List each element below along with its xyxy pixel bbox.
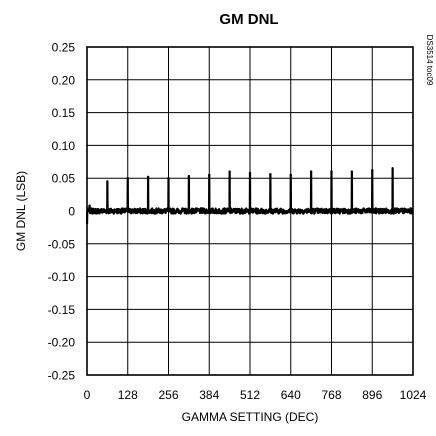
dnl-spike-point [208,173,211,177]
x-axis-ticks: 0 128 256 384 512 640 768 896 1024 [84,388,427,402]
dnl-spike-point [289,173,292,177]
dnl-spike-point [269,173,272,176]
y-tick-label: 0.20 [52,73,76,87]
dnl-spike-point [106,180,109,183]
series-layer [85,167,414,225]
y-tick-label: -0.10 [48,270,76,284]
x-axis-label: GAMMA SETTING (DEC) [182,410,319,424]
figure-reference-note: DS3514 toc09 [425,35,434,86]
dnl-spike-point [248,171,252,175]
dnl-series-line [85,167,414,225]
dnl-spike-point [187,175,191,178]
x-tick-label: 384 [199,388,219,402]
chart-title: GM DNL [219,11,278,28]
x-tick-label: 512 [240,388,260,402]
dnl-spike-point [88,204,91,207]
dnl-spike-point [309,170,313,173]
y-axis-ticks: 0.25 0.20 0.15 0.10 0.05 0 -0.05 -0.10 -0.15 -0.2… [48,41,76,383]
y-axis-label: GM DNL (LSB) [14,171,28,251]
dnl-spike-point [330,170,333,173]
y-tick-label: 0.05 [52,172,76,186]
y-tick-label: 0.25 [52,41,76,55]
x-tick-label: 256 [158,388,178,402]
x-tick-label: 896 [362,388,382,402]
y-tick-label: -0.25 [48,369,76,383]
y-tick-label: 0.10 [52,139,76,153]
dnl-spike-point [371,169,374,172]
dnl-spike-point [391,167,394,170]
x-tick-label: 768 [321,388,341,402]
dnl-spike-point [146,175,150,179]
dnl-spike-point [228,170,231,173]
y-tick-label: -0.05 [48,237,76,251]
x-tick-label: 640 [281,388,301,402]
x-tick-label: 0 [84,388,91,402]
y-tick-label: -0.15 [48,303,76,317]
dnl-spike-point [167,177,170,180]
x-tick-label: 1024 [400,388,427,402]
dnl-spike-point [350,170,354,173]
y-tick-label: 0.15 [52,106,76,120]
x-tick-label: 128 [118,388,138,402]
y-tick-label: -0.20 [48,336,76,350]
dnl-spike-point [126,177,129,180]
y-tick-label: 0 [68,205,75,219]
